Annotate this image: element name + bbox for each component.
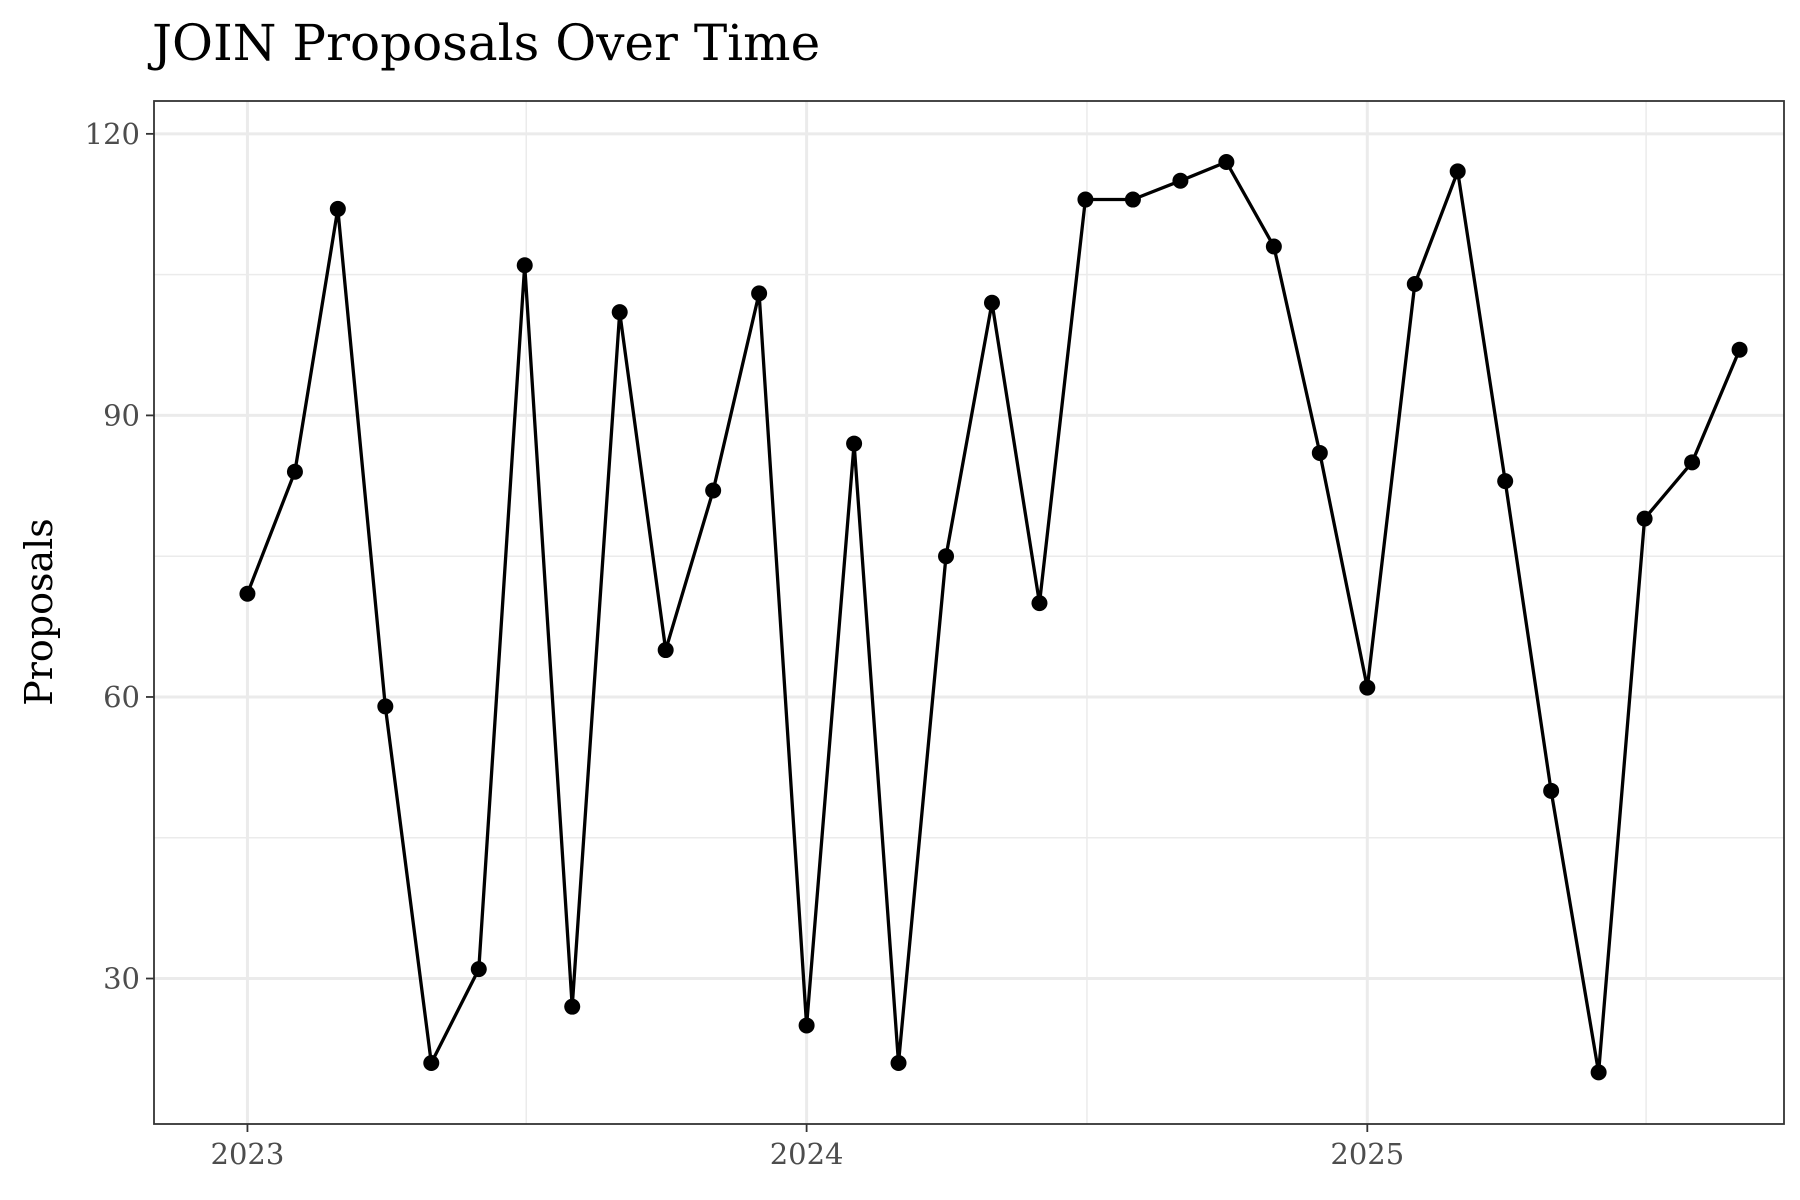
y-axis-title: Proposals [17, 518, 61, 706]
data-point [1311, 444, 1328, 461]
data-point [564, 998, 581, 1015]
data-point [470, 961, 487, 978]
data-point [798, 1017, 815, 1034]
data-point [1031, 595, 1048, 612]
data-point [611, 304, 628, 321]
data-point [377, 698, 394, 715]
series-layer [239, 154, 1748, 1081]
data-point [1265, 238, 1282, 255]
y-tick-label: 90 [103, 398, 140, 432]
data-point [1449, 163, 1466, 180]
data-point [1543, 782, 1560, 799]
data-point [983, 294, 1000, 311]
data-point [239, 585, 256, 602]
data-point [846, 435, 863, 452]
data-point [516, 257, 533, 274]
data-point [1497, 473, 1514, 490]
data-point [1590, 1064, 1607, 1081]
data-point [1731, 341, 1748, 358]
data-point [705, 482, 722, 499]
data-point [751, 285, 768, 302]
y-tick-label: 60 [103, 680, 140, 714]
x-tick-label: 2024 [770, 1137, 844, 1171]
data-point [1172, 172, 1189, 189]
data-point [1218, 154, 1235, 171]
x-tick-label: 2025 [1330, 1137, 1404, 1171]
data-point [423, 1054, 440, 1071]
data-point [1359, 679, 1376, 696]
data-point [1684, 454, 1701, 471]
y-tick-label: 120 [85, 117, 140, 151]
y-tick-label: 30 [103, 962, 140, 996]
data-point [1636, 510, 1653, 527]
data-point [329, 200, 346, 217]
axes: 30 60 90 120 2023 2024 2025 [85, 117, 1405, 1171]
data-point [286, 463, 303, 480]
data-point [1077, 191, 1094, 208]
chart-title: JOIN Proposals Over Time [147, 14, 820, 72]
data-point [1406, 276, 1423, 293]
data-point [890, 1054, 907, 1071]
plot-panel [153, 100, 1785, 1125]
data-point [657, 642, 674, 659]
data-point [1124, 191, 1141, 208]
x-tick-label: 2023 [211, 1137, 285, 1171]
grid [154, 101, 1784, 1124]
data-point [938, 548, 955, 565]
